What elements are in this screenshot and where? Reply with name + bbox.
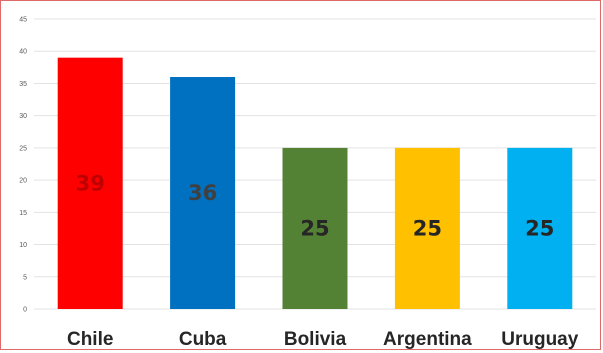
bars — [57, 57, 573, 309]
data-label-cuba: 36 — [188, 181, 217, 205]
data-label-bolivia: 25 — [300, 216, 329, 240]
y-tick-label: 20 — [19, 178, 27, 185]
category-label-chile: Chile — [67, 329, 113, 350]
category-label-argentina: Argentina — [383, 329, 472, 350]
data-label-chile: 39 — [76, 171, 105, 195]
y-tick-label: 5 — [23, 274, 27, 281]
y-tick-label: 0 — [23, 307, 27, 314]
y-axis-ticks: 0 5 10 15 20 25 30 35 40 45 — [19, 17, 27, 314]
bar-uruguay — [507, 147, 573, 309]
y-tick-label: 15 — [19, 210, 27, 217]
category-label-bolivia: Bolivia — [284, 329, 347, 350]
category-label-uruguay: Uruguay — [501, 329, 579, 350]
x-axis-categories: Chile Cuba Bolivia Argentina Uruguay — [67, 329, 579, 350]
data-label-argentina: 25 — [413, 216, 442, 240]
data-label-uruguay: 25 — [525, 216, 554, 240]
category-label-cuba: Cuba — [179, 329, 227, 350]
bar-cuba — [170, 77, 236, 309]
data-labels: 39 36 25 25 25 — [76, 171, 555, 240]
y-tick-label: 35 — [19, 81, 27, 88]
y-tick-label: 45 — [19, 17, 27, 24]
bar-argentina — [394, 147, 460, 309]
y-tick-label: 10 — [19, 242, 27, 249]
y-tick-label: 30 — [19, 113, 27, 120]
bar-chile — [57, 57, 123, 309]
bar-bolivia — [282, 147, 348, 309]
y-tick-label: 40 — [19, 49, 27, 56]
y-tick-label: 25 — [19, 145, 27, 152]
